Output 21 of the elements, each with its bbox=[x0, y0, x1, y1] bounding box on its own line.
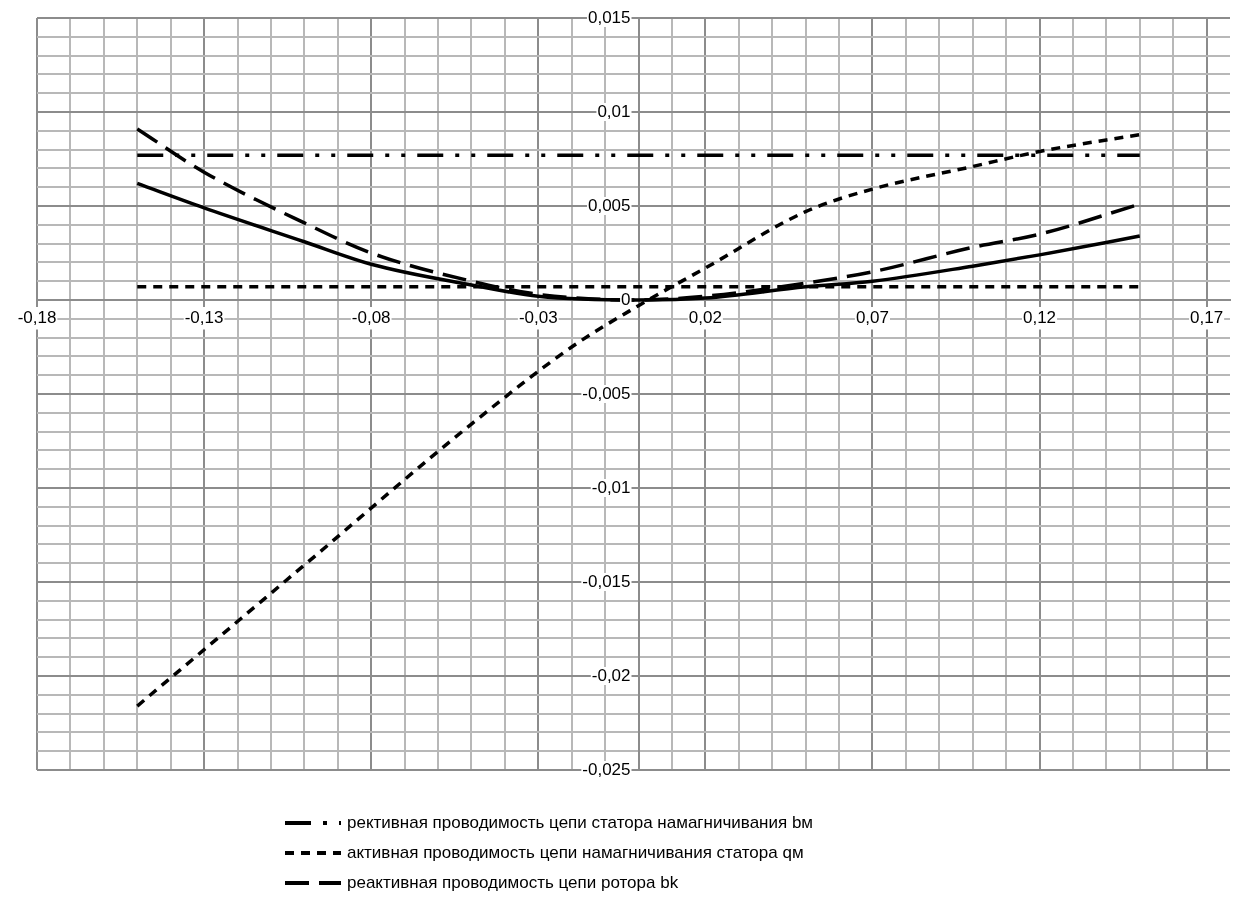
legend-label: активная проводимость цепи намагничивания статора qм bbox=[347, 842, 804, 864]
x-tick-label: 0,07 bbox=[855, 307, 889, 327]
y-tick-label: 0,01 bbox=[597, 101, 631, 121]
x-tick-label: 0,02 bbox=[688, 307, 722, 327]
x-tick-label: 0,17 bbox=[1190, 307, 1224, 327]
x-tick-label: -0,03 bbox=[518, 307, 558, 327]
legend-label: рективная проводимость цепи статора намагничивания bм bbox=[347, 812, 814, 834]
y-tick-label: -0,01 bbox=[591, 477, 631, 497]
y-tick-label: 0 bbox=[621, 289, 631, 309]
y-tick-label: -0,02 bbox=[591, 665, 631, 685]
x-tick-label: -0,13 bbox=[184, 307, 224, 327]
x-tick-label: -0,18 bbox=[17, 307, 57, 327]
y-tick-label: 0,015 bbox=[587, 7, 631, 27]
y-tick-label: -0,005 bbox=[582, 383, 631, 403]
y-tick-label: 0,005 bbox=[587, 195, 631, 215]
x-tick-label: 0,12 bbox=[1022, 307, 1057, 327]
y-tick-label: -0,025 bbox=[582, 759, 631, 779]
y-tick-label: -0,015 bbox=[582, 571, 631, 591]
line-series bbox=[135, 132, 1142, 708]
legend-label: реактивная проводимость цепи ротора bk bbox=[347, 872, 679, 894]
x-tick-label: -0,08 bbox=[351, 307, 391, 327]
